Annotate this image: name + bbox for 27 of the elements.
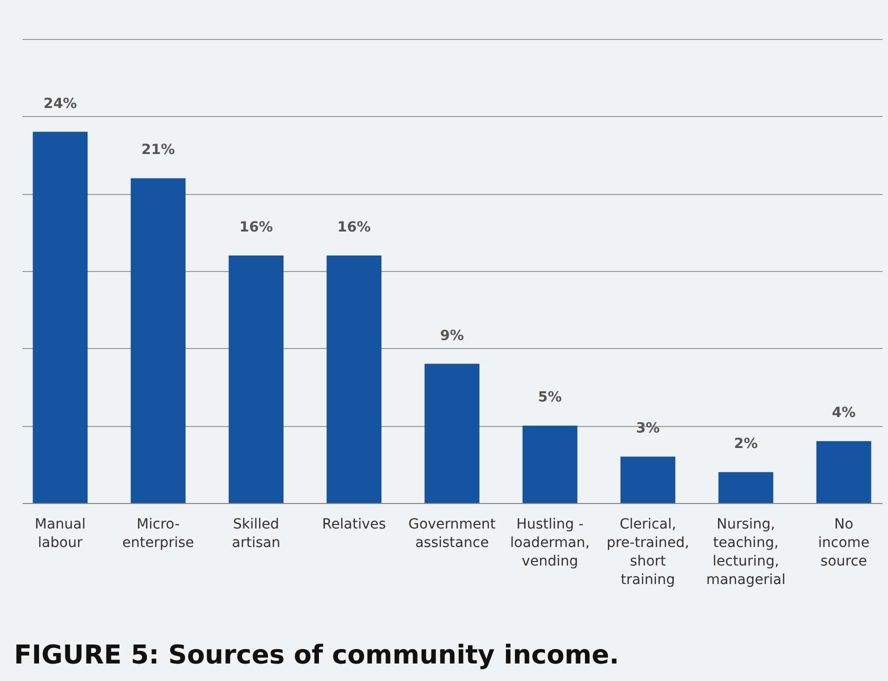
data-label: 16% — [337, 220, 371, 236]
data-label: 5% — [538, 390, 562, 406]
bar — [228, 256, 284, 503]
bar — [620, 456, 676, 503]
text: FIGURE 5: Sources of community income. — [14, 640, 620, 670]
data-label: 21% — [141, 142, 175, 158]
bar — [718, 472, 774, 503]
bar — [424, 364, 480, 503]
x-tick-label: Manual labour — [34, 516, 86, 551]
bar — [130, 178, 186, 503]
data-label: 24% — [43, 96, 77, 112]
x-tick-label: Relatives — [322, 516, 386, 532]
bar — [816, 441, 872, 503]
x-tick-label: Government assistance — [408, 516, 496, 551]
bar — [32, 132, 88, 503]
data-label: 4% — [832, 405, 856, 422]
data-label: 2% — [734, 436, 758, 452]
x-tick-label: Nursing, teaching, lecturing, managerial — [706, 516, 786, 588]
data-label: 16% — [239, 220, 273, 236]
x-tick-label: Clerical, pre-trained, short training — [606, 516, 690, 588]
bar — [522, 426, 578, 503]
data-label: 9% — [440, 328, 464, 344]
x-tick-label: Micro- enterprise — [122, 516, 194, 551]
x-tick-label: Skilled artisan — [232, 516, 280, 551]
bar — [326, 256, 382, 503]
x-tick-label: No income source — [818, 516, 870, 570]
x-tick-label: Hustling - loaderman, vending — [510, 516, 590, 570]
